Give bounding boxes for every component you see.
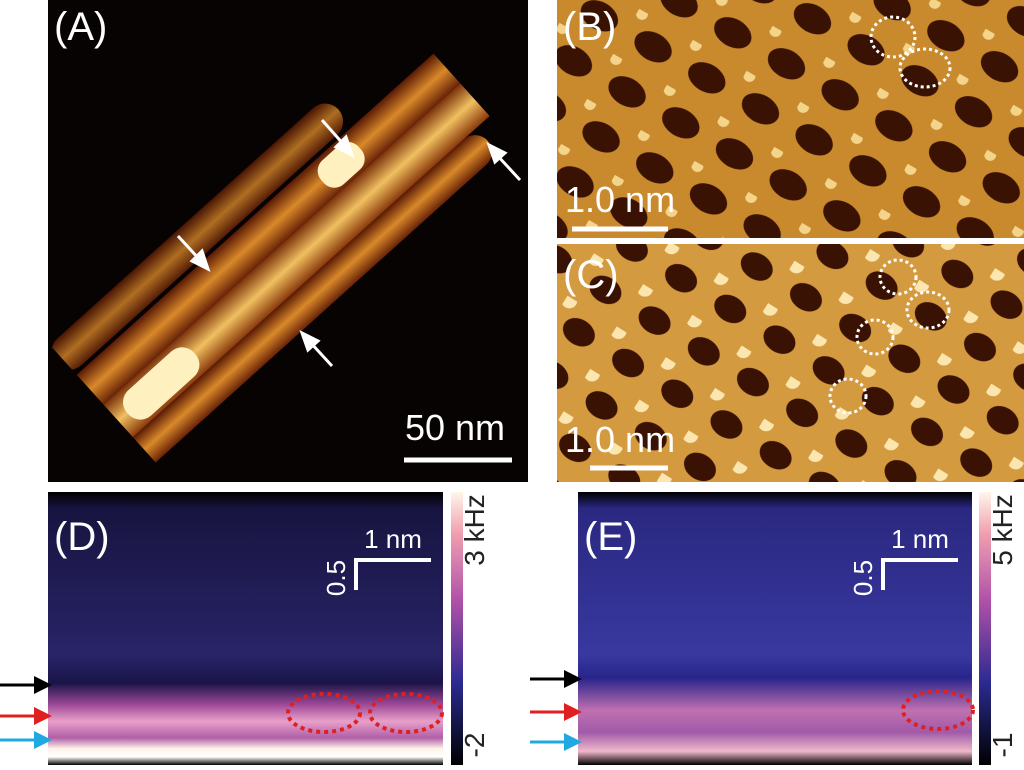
panel-label: (B)	[563, 5, 616, 49]
panel-e: 1 nm 0.5 (E) 5 kHz -1	[530, 492, 1018, 765]
scale-label: 1 nm	[891, 524, 949, 554]
colorbar-min: -1	[987, 733, 1018, 758]
scale-label: 1.0 nm	[565, 179, 675, 220]
colorbar-max: 3 kHz	[459, 494, 490, 566]
panel-label: (D)	[54, 515, 110, 559]
scale-label: 50 nm	[405, 407, 505, 448]
scale-label: 0.5	[321, 560, 351, 596]
colorbar-max: 5 kHz	[987, 494, 1018, 566]
scale-label: 0.5	[848, 560, 878, 596]
panel-label: (C)	[563, 253, 619, 297]
panel-label: (A)	[54, 5, 107, 49]
panel-d: 1 nm 0.5 (D) 3 kHz -2	[0, 492, 490, 765]
panel-b: (B) 1.0 nm	[557, 0, 1024, 238]
scale-label: 1.0 nm	[565, 419, 675, 460]
panel-c: (C) 1.0 nm	[557, 244, 1024, 482]
scale-label: 1 nm	[364, 524, 422, 554]
panel-a: (A) 50 nm	[34, 0, 549, 495]
colorbar-min: -2	[459, 733, 490, 758]
panel-label: (E)	[584, 515, 637, 559]
